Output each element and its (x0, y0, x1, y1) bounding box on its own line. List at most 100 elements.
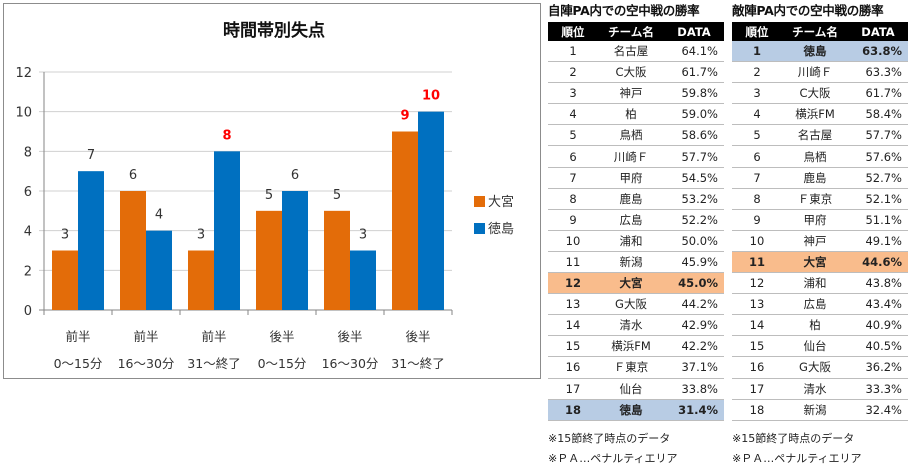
rank-cell: 16 (732, 356, 782, 379)
rank-cell: 9 (732, 209, 782, 231)
rank-cell: 18 (732, 399, 782, 421)
table-row: 13 G大阪 44.2% (548, 293, 724, 316)
header-team: チーム名 (598, 22, 664, 41)
data-cell: 57.7% (848, 124, 908, 147)
rank-cell: 17 (548, 378, 598, 400)
data-cell: 50.0% (664, 230, 724, 252)
data-cell: 61.7% (848, 82, 908, 105)
team-cell: 甲府 (598, 167, 664, 189)
x-tick-label-half: 前半 (65, 329, 90, 344)
x-tick-label-half: 後半 (405, 329, 430, 344)
data-label: 5 (265, 188, 273, 203)
bar-tokushima (214, 151, 240, 310)
data-cell: 32.4% (848, 399, 908, 421)
table-row: 2 C大阪 61.7% (548, 61, 724, 84)
data-cell: 43.8% (848, 272, 908, 295)
data-cell: 52.1% (848, 188, 908, 210)
data-label: 3 (61, 228, 69, 243)
data-cell: 54.5% (664, 167, 724, 189)
table-row: 6 川崎Ｆ 57.7% (548, 145, 724, 168)
team-cell: 鹿島 (598, 188, 664, 210)
rank-cell: 1 (548, 41, 598, 63)
data-cell: 51.1% (848, 209, 908, 231)
data-cell: 43.4% (848, 293, 908, 316)
team-cell: C大阪 (782, 82, 848, 105)
team-cell: 浦和 (598, 230, 664, 252)
table-row: 1 名古屋 64.1% (548, 41, 724, 63)
table-row: 4 柏 59.0% (548, 103, 724, 126)
x-tick-label-range: 31〜終了 (187, 356, 240, 371)
team-cell: G大阪 (598, 293, 664, 316)
own-pa-table-section: 自陣PA内での空中戦の勝率 順位 チーム名 DATA 1 名古屋 64.1% 2 C大阪… (548, 0, 724, 469)
data-cell: 49.1% (848, 230, 908, 252)
data-cell: 45.9% (664, 251, 724, 274)
data-label: 3 (197, 228, 205, 243)
team-cell: 清水 (782, 378, 848, 400)
data-cell: 36.2% (848, 356, 908, 379)
team-cell: 川崎Ｆ (782, 61, 848, 84)
table-row: 15 横浜FM 42.2% (548, 335, 724, 358)
table-row: 16 G大阪 36.2% (732, 356, 908, 379)
table-row: 17 仙台 33.8% (548, 378, 724, 400)
data-label: 9 (400, 109, 409, 124)
table-title: 自陣PA内での空中戦の勝率 (548, 3, 700, 18)
rank-cell: 3 (548, 82, 598, 105)
team-cell: G大阪 (782, 356, 848, 379)
chart-container: 時間帯別失点 0 2 4 6 8 10 12 3 7 前半 0〜15分 6 4 前半 16〜30分 3 8 前半 3… (3, 3, 541, 379)
rank-cell: 2 (548, 61, 598, 84)
opponent-pa-ranking-table: 順位 チーム名 DATA 1 徳島 63.8% 2 川崎Ｆ 63.3% 3 C大阪 61.7% 4… (732, 22, 908, 421)
chart-title: 時間帯別失点 (223, 20, 325, 41)
rank-cell: 3 (732, 82, 782, 105)
y-tick-label: 2 (24, 264, 32, 279)
data-cell: 57.7% (664, 145, 724, 168)
bar-tokushima (418, 111, 444, 311)
table-row: 11 新潟 45.9% (548, 251, 724, 274)
table-row: 18 新潟 32.4% (732, 399, 908, 421)
data-label: 5 (333, 188, 341, 203)
team-cell: 名古屋 (782, 124, 848, 147)
data-cell: 37.1% (664, 356, 724, 379)
team-cell: 鳥栖 (598, 124, 664, 147)
data-cell: 57.6% (848, 145, 908, 168)
rank-cell: 8 (548, 188, 598, 210)
header-team: チーム名 (782, 22, 848, 41)
rank-cell: 9 (548, 209, 598, 231)
table-row: 5 名古屋 57.7% (732, 124, 908, 147)
rank-cell: 11 (732, 251, 782, 274)
team-cell: 広島 (598, 209, 664, 231)
rank-cell: 6 (732, 145, 782, 168)
x-tick-label-range: 0〜15分 (258, 356, 307, 371)
data-cell: 52.2% (664, 209, 724, 231)
team-cell: 徳島 (782, 41, 848, 63)
rank-cell: 8 (732, 188, 782, 210)
data-cell: 31.4% (664, 399, 724, 421)
team-cell: 徳島 (598, 399, 664, 421)
bar-tokushima (146, 230, 172, 310)
team-cell: 鳥栖 (782, 145, 848, 168)
y-tick-label: 12 (15, 66, 32, 81)
table-row: 7 鹿島 52.7% (732, 167, 908, 189)
rank-cell: 10 (732, 230, 782, 252)
bar-chart: 時間帯別失点 0 2 4 6 8 10 12 3 7 前半 0〜15分 6 4 前半 16〜30分 3 8 前半 3… (15, 20, 514, 371)
y-tick-label: 6 (24, 185, 32, 200)
table-title: 敵陣PA内での空中戦の勝率 (732, 3, 884, 18)
rank-cell: 10 (548, 230, 598, 252)
team-cell: 広島 (782, 293, 848, 316)
data-cell: 52.7% (848, 167, 908, 189)
team-cell: 清水 (598, 314, 664, 337)
table-row: 16 Ｆ東京 37.1% (548, 356, 724, 379)
table-row: 14 柏 40.9% (732, 314, 908, 337)
table-row: 5 鳥栖 58.6% (548, 124, 724, 147)
note-pa-definition: ※ＰＡ…ペナルティエリア (732, 451, 862, 465)
bar-tokushima (282, 191, 308, 310)
table-row: 1 徳島 63.8% (732, 41, 908, 63)
table-row: 7 甲府 54.5% (548, 167, 724, 189)
data-cell: 42.9% (664, 314, 724, 337)
table-row: 14 清水 42.9% (548, 314, 724, 337)
legend-label-omiya: 大宮 (488, 194, 514, 210)
header-data: DATA (664, 22, 724, 41)
rank-cell: 4 (548, 103, 598, 126)
team-cell: 名古屋 (598, 41, 664, 63)
x-tick-label-range: 31〜終了 (391, 356, 444, 371)
rank-cell: 15 (548, 335, 598, 358)
